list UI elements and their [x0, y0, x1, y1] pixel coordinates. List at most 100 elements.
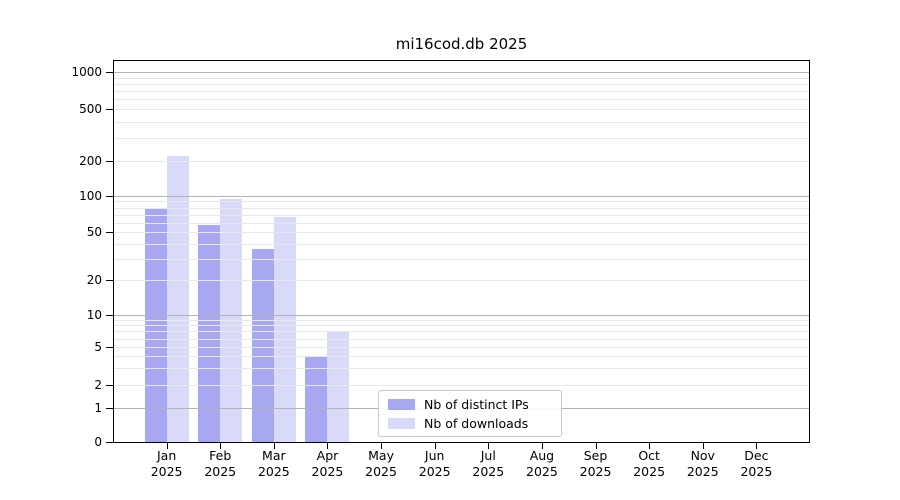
y-tick-mark: [106, 232, 113, 233]
y-tick-mark: [106, 280, 113, 281]
x-tick-year: 2025: [686, 464, 719, 479]
gridline-minor: [114, 77, 809, 79]
y-tick-label: 20: [86, 273, 102, 287]
gridline-minor: [114, 232, 809, 233]
y-tick-mark: [106, 109, 113, 110]
y-tick-label: 1000: [71, 65, 102, 79]
x-tick-mark: [166, 443, 168, 449]
gridline-major: [114, 72, 809, 73]
x-tick-label-dec: Dec 2025: [724, 448, 788, 480]
y-tick-mark: [106, 196, 113, 197]
x-tick-year: 2025: [472, 464, 505, 479]
legend: Nb of distinct IPs Nb of downloads: [378, 390, 562, 437]
gridline-minor: [114, 368, 809, 370]
x-tick-label-jan: Jan 2025: [135, 448, 199, 480]
x-tick-label-jun: Jun 2025: [403, 448, 467, 480]
bar-distinct-ips-apr: [305, 356, 328, 442]
x-tick-mark: [649, 443, 651, 449]
plot-area: [113, 60, 810, 443]
y-tick-label: 500: [79, 102, 102, 116]
gridline-minor: [114, 331, 809, 333]
x-tick-label-mar: Mar 2025: [242, 448, 306, 480]
x-tick-mark: [327, 443, 329, 449]
y-tick-label: 2: [94, 378, 102, 392]
gridline-minor: [114, 83, 809, 85]
x-tick-year: 2025: [633, 464, 666, 479]
gridline-minor: [114, 356, 809, 358]
x-tick-label-sep: Sep 2025: [564, 448, 628, 480]
x-tick-mark: [756, 443, 758, 449]
y-tick-label: 5: [94, 340, 102, 354]
gridline-minor: [114, 161, 809, 162]
legend-label-distinct-ips: Nb of distinct IPs: [424, 397, 529, 412]
gridline-minor: [114, 385, 809, 386]
x-tick-label-apr: Apr 2025: [295, 448, 359, 480]
y-tick-mark: [106, 408, 113, 409]
gridline-minor: [114, 258, 809, 260]
legend-swatch-downloads-icon: [388, 418, 415, 429]
x-tick-label-aug: Aug 2025: [510, 448, 574, 480]
x-tick-mark: [702, 443, 704, 449]
x-tick-year: 2025: [257, 464, 290, 479]
gridline-minor: [114, 280, 809, 281]
gridline-minor: [114, 137, 809, 139]
x-tick-mark: [434, 443, 436, 449]
x-tick-mark: [273, 443, 275, 449]
gridline-minor: [114, 109, 809, 110]
legend-swatch-distinct-ips-icon: [388, 399, 415, 410]
gridline-minor: [114, 91, 809, 93]
x-tick-year: 2025: [204, 464, 237, 479]
bar-distinct-ips-mar: [251, 249, 274, 442]
x-tick-mark: [220, 443, 222, 449]
y-tick-mark: [106, 385, 113, 386]
x-tick-mark: [541, 443, 543, 449]
gridline-minor: [114, 325, 809, 327]
gridline-minor: [114, 222, 809, 224]
x-tick-year: 2025: [150, 464, 183, 479]
legend-label-downloads: Nb of downloads: [424, 416, 529, 431]
x-tick-label-nov: Nov 2025: [671, 448, 735, 480]
gridline-major: [114, 315, 809, 316]
y-tick-mark: [106, 442, 113, 443]
legend-item-distinct-ips: Nb of distinct IPs: [388, 396, 552, 413]
bar-distinct-ips-feb: [198, 225, 221, 442]
x-tick-mark: [595, 443, 597, 449]
chart-title: mi16cod.db 2025: [395, 35, 528, 53]
gridline-minor: [114, 99, 809, 101]
x-tick-year: 2025: [579, 464, 612, 479]
x-tick-mark: [381, 443, 383, 449]
x-tick-year: 2025: [365, 464, 397, 479]
y-tick-label: 50: [86, 225, 102, 239]
gridline-minor: [114, 347, 809, 348]
x-tick-label-jul: Jul 2025: [456, 448, 520, 480]
bar-downloads-jan: [166, 155, 189, 442]
y-tick-mark: [106, 315, 113, 316]
gridline-minor: [114, 338, 809, 340]
y-tick-label: 1: [94, 401, 102, 415]
x-tick-mark: [488, 443, 490, 449]
gridline-major: [114, 196, 809, 197]
x-tick-year: 2025: [526, 464, 558, 479]
x-tick-label-may: May 2025: [349, 448, 413, 480]
x-tick-label-feb: Feb 2025: [188, 448, 252, 480]
gridline-minor: [114, 214, 809, 216]
y-tick-mark: [106, 161, 113, 162]
gridline-minor: [114, 201, 809, 203]
gridline-minor: [114, 121, 809, 123]
x-tick-year: 2025: [740, 464, 773, 479]
bar-downloads-apr: [327, 331, 350, 442]
gridline-minor: [114, 207, 809, 209]
y-tick-label: 200: [79, 154, 102, 168]
legend-item-downloads: Nb of downloads: [388, 415, 552, 432]
x-tick-year: 2025: [418, 464, 451, 479]
x-tick-label-oct: Oct 2025: [617, 448, 681, 480]
gridline-minor: [114, 243, 809, 245]
y-tick-mark: [106, 347, 113, 348]
x-tick-year: 2025: [311, 464, 344, 479]
y-tick-label: 10: [86, 308, 102, 322]
gridline-minor: [114, 319, 809, 321]
y-tick-label: 100: [79, 189, 102, 203]
y-tick-label: 0: [94, 435, 102, 449]
y-tick-mark: [106, 72, 113, 73]
